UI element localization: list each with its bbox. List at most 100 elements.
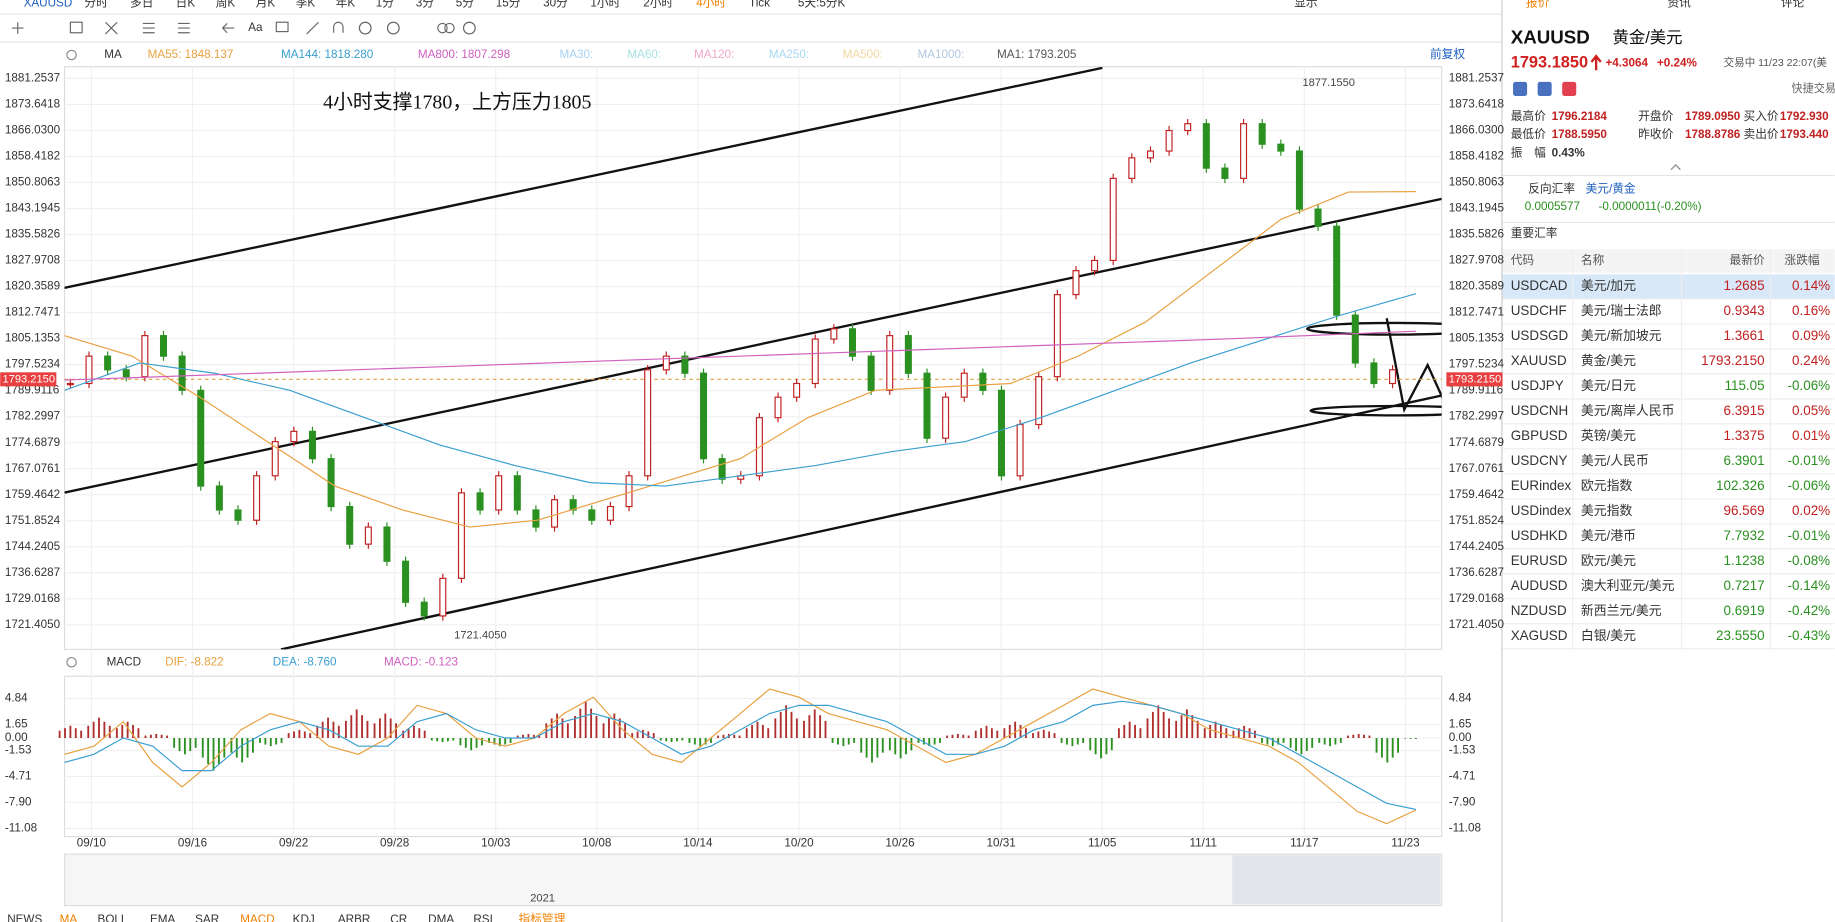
indicator-value[interactable]: MA500: (843, 48, 883, 61)
period-button[interactable]: 15分 (496, 0, 521, 10)
period-button[interactable]: 5分 (456, 0, 475, 10)
rate-code[interactable]: USDCHF (1511, 303, 1567, 318)
tool-icon[interactable] (105, 21, 118, 35)
period-button[interactable]: 分时 (84, 0, 108, 10)
symbol[interactable]: XAUUSD (24, 0, 73, 10)
indicator-value[interactable]: MA800: 1807.298 (418, 48, 510, 61)
rate-name[interactable]: 美元/加元 (1581, 278, 1636, 293)
rate-name[interactable]: 英镑/美元 (1581, 428, 1636, 443)
rate-code[interactable]: GBPUSD (1511, 428, 1568, 443)
tool-icon[interactable] (437, 22, 448, 34)
rate-name[interactable]: 欧元指数 (1581, 478, 1633, 493)
adjust-button[interactable]: 前复权 (1430, 47, 1465, 61)
table-header[interactable]: 名称 (1581, 253, 1605, 267)
rate-name[interactable]: 美元指数 (1581, 503, 1633, 518)
navigator-window[interactable] (1232, 855, 1441, 905)
rate-code[interactable]: USDindex (1511, 503, 1572, 518)
display-button[interactable]: 显示 (1294, 0, 1317, 10)
panel-tab[interactable]: 报价 (1526, 0, 1550, 10)
indicator-tab[interactable]: ARBR (338, 913, 370, 922)
rate-name[interactable]: 美元/离岸人民币 (1581, 403, 1675, 418)
indicator-name[interactable]: MACD (107, 655, 141, 668)
period-button[interactable]: 1分 (376, 0, 395, 10)
period-button[interactable]: 4小时 (696, 0, 726, 10)
rate-code[interactable]: XAUUSD (1511, 353, 1567, 368)
collapse-caret[interactable] (1670, 164, 1681, 171)
period-button[interactable]: 1小时 (590, 0, 620, 10)
panel-tab[interactable]: 评论 (1781, 0, 1805, 10)
period-button[interactable]: 5天:5分K (798, 0, 846, 10)
settings-icon[interactable] (66, 656, 77, 668)
quick-trade[interactable]: 快捷交易 (1792, 81, 1835, 95)
indicator-value[interactable]: MA1000: (918, 48, 965, 61)
period-button[interactable]: 周K (216, 0, 236, 10)
period-button[interactable]: Tick (749, 0, 770, 10)
rate-code[interactable]: USDCNH (1511, 403, 1568, 418)
indicator-tab[interactable]: BOLL (98, 913, 128, 922)
rate-code[interactable]: NZDUSD (1511, 603, 1567, 618)
indicator-tab[interactable]: CR (390, 913, 407, 922)
rate-name[interactable]: 美元/新加坡元 (1581, 328, 1662, 343)
rate-code[interactable]: USDCNY (1511, 453, 1568, 468)
rate-name[interactable]: 欧元/美元 (1581, 553, 1636, 568)
settings-icon[interactable] (66, 49, 77, 61)
quote-icon[interactable] (1537, 81, 1552, 96)
indicator-tab[interactable]: KDJ (293, 913, 315, 922)
indicator-value[interactable]: MA250: (769, 48, 809, 61)
table-header[interactable]: 代码 (1511, 254, 1534, 267)
rate-name[interactable]: 白银/美元 (1581, 628, 1636, 643)
indicator-value[interactable]: MA60: (627, 48, 661, 61)
period-button[interactable]: 日K (176, 0, 196, 10)
rate-name[interactable]: 美元/瑞士法郎 (1581, 303, 1662, 318)
tool-icon[interactable] (386, 21, 400, 35)
period-button[interactable]: 30分 (543, 0, 568, 10)
table-header[interactable]: 最新价 (1730, 253, 1765, 267)
period-button[interactable]: 月K (256, 0, 276, 10)
drawing-tools[interactable] (11, 21, 476, 35)
rate-code[interactable]: EURUSD (1511, 553, 1568, 568)
table-header[interactable]: 涨跌幅 (1785, 253, 1820, 267)
indicator-value[interactable]: DEA: -8.760 (273, 655, 337, 668)
period-button[interactable]: 季K (296, 0, 316, 10)
period-button[interactable]: 年K (336, 0, 356, 10)
tool-icon[interactable] (275, 21, 289, 33)
indicator-tab[interactable]: MA (60, 913, 78, 922)
rate-name[interactable]: 澳大利亚元/美元 (1581, 578, 1675, 593)
indicator-tab[interactable]: EMA (150, 913, 176, 922)
text-tool[interactable]: Aa (248, 21, 263, 34)
rate-name[interactable]: 黄金/美元 (1581, 353, 1636, 368)
indicator-value[interactable]: MA55: 1848.137 (148, 48, 234, 61)
indicator-value[interactable]: MACD: -0.123 (384, 655, 458, 668)
rate-name[interactable]: 美元/港币 (1581, 528, 1636, 543)
tool-icon[interactable] (444, 22, 455, 34)
period-button[interactable]: 3分 (416, 0, 435, 10)
rate-name[interactable]: 美元/人民币 (1581, 453, 1649, 468)
period-button[interactable]: 多日 (130, 0, 153, 10)
rate-code[interactable]: USDCAD (1511, 278, 1568, 293)
indicator-value[interactable]: MA144: 1818.280 (281, 48, 374, 61)
rate-code[interactable]: USDHKD (1511, 528, 1568, 543)
indicator-value[interactable]: MA30: (559, 48, 593, 61)
indicator-tab[interactable]: 指标管理 (519, 912, 566, 922)
rate-code[interactable]: AUDUSD (1511, 578, 1568, 593)
tool-icon[interactable] (69, 21, 83, 34)
rate-code[interactable]: USDSGD (1511, 328, 1569, 343)
rate-code[interactable]: XAGUSD (1511, 628, 1568, 643)
rate-code[interactable]: USDJPY (1511, 378, 1564, 393)
rate-code[interactable]: EURindex (1511, 478, 1572, 493)
indicator-value[interactable]: MA120: (694, 48, 734, 61)
tool-icon[interactable] (358, 21, 372, 35)
tool-icon[interactable] (306, 21, 344, 35)
panel-tab[interactable]: 资讯 (1668, 0, 1692, 10)
tool-icon[interactable] (462, 21, 476, 35)
indicator-value[interactable]: DIF: -8.822 (165, 655, 223, 668)
indicator-tab[interactable]: SAR (195, 913, 219, 922)
quote-icon[interactable] (1562, 81, 1577, 96)
tool-icon[interactable] (11, 22, 24, 34)
tool-icon[interactable] (178, 22, 190, 34)
rate-name[interactable]: 新西兰元/美元 (1581, 603, 1662, 618)
indicator-value[interactable]: MA1: 1793.205 (997, 48, 1077, 61)
indicator-tab[interactable]: DMA (428, 913, 454, 922)
tool-icon[interactable] (142, 22, 155, 34)
period-button[interactable]: 2小时 (643, 0, 673, 10)
